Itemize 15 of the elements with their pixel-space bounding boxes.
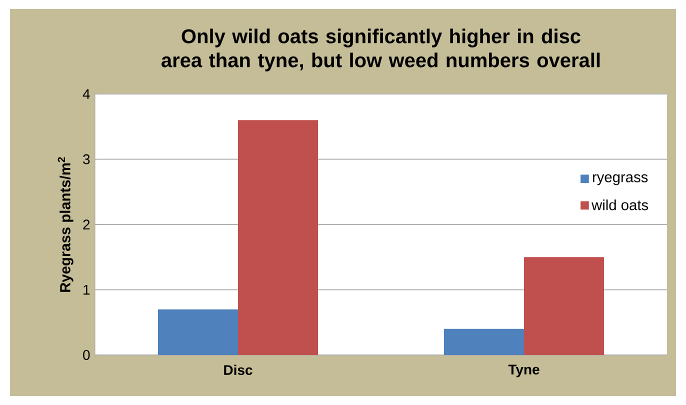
y-tick-label: 3: [83, 154, 90, 164]
bar: [238, 120, 318, 356]
bar: [444, 328, 524, 356]
bar: [158, 309, 238, 356]
x-tick-label: Disc: [224, 364, 252, 375]
chart-title: Only wild oats significantly higher in disc area than tyne, but low weed numbers overall: [162, 28, 600, 72]
legend-label: ryegrass: [592, 174, 648, 186]
y-tick-label: 4: [82, 89, 90, 99]
y-tick-label: 1: [84, 284, 90, 295]
x-tick-label: Tyne: [508, 364, 540, 378]
legend-label: wild oats: [592, 199, 648, 210]
y-tick-label: 0: [83, 350, 90, 360]
y-tick-label: 2: [83, 220, 90, 230]
bar: [524, 257, 604, 356]
y-axis-title: Ryegrass plants/m$^{2}$: [58, 157, 74, 292]
